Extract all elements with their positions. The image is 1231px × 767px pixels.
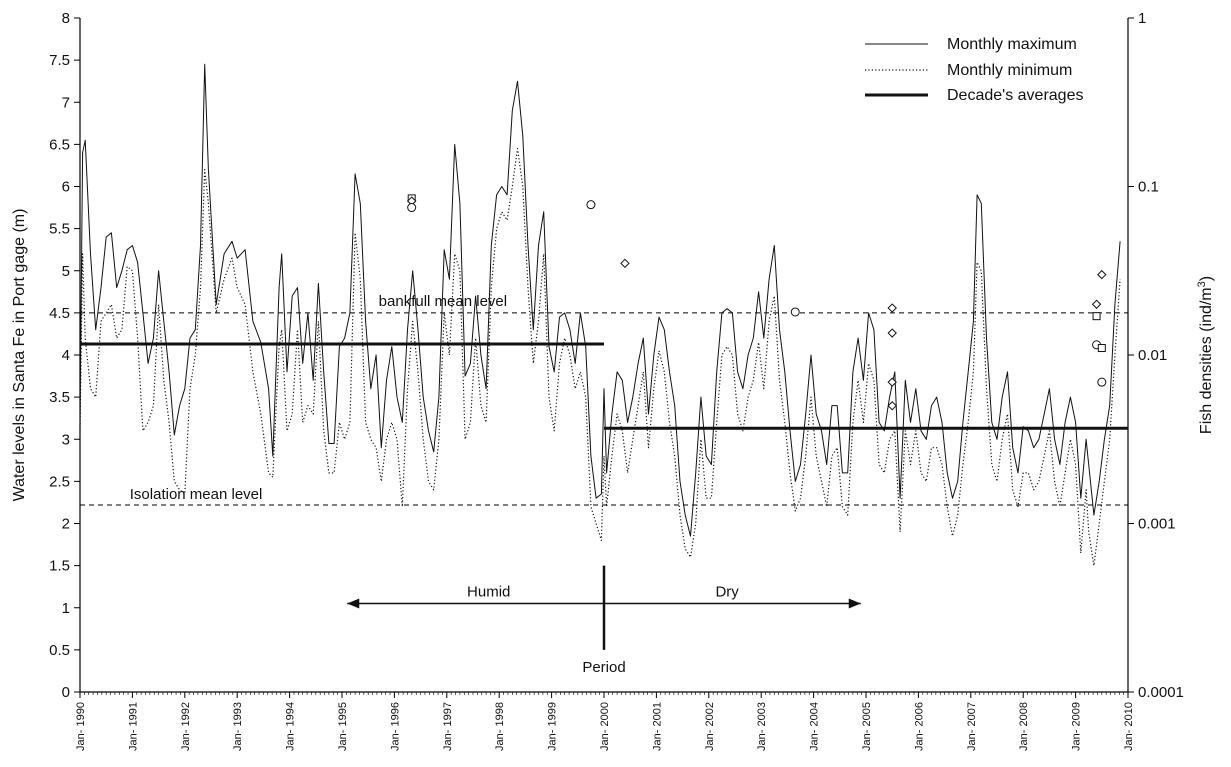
fish-density-diamond [1097,269,1107,280]
fish-density-diamond [620,258,630,269]
y-axis-right-title-end: ) [1198,276,1215,281]
fish-density-diamond [887,377,897,387]
y-left-tick-label: 2.5 [49,473,70,490]
y-axis-left-title: Water levels in Santa Fe in Port gage (m… [11,209,28,502]
x-tick-label: Jan- 2010 [1123,702,1135,751]
y-left-tick-label: 4.5 [49,305,70,322]
humid-label: Humid [467,584,510,601]
fish-density-diamond [1091,299,1102,309]
y-left-tick-label: 6 [62,179,70,196]
y-left-tick-label: 1 [62,600,70,617]
x-tick-label: Jan- 2001 [651,702,663,751]
y-right-tick-label: 0.01 [1138,347,1167,364]
series [79,63,1128,567]
x-tick-label: Jan- 1998 [494,702,506,751]
fish-density-square [1092,312,1101,321]
legend-label: Monthly maximum [947,36,1077,53]
y-right-tick-label: 0.001 [1138,516,1176,533]
period-annotation: Humid Dry Period [347,565,861,676]
x-tick-label: Jan- 1993 [232,702,244,751]
legend-label: Decade's averages [947,87,1083,104]
fish-density-circle [1097,377,1107,387]
y-left-tick-label: 2 [62,516,70,533]
axes: 0 0.5 1 1.5 2 2.5 3 3.5 4 4.5 5 5.5 6 6.5 7 7.5 8 0.0001 0… [49,10,1184,751]
y-left-tick-label: 5.5 [49,221,70,238]
x-tick-label: Jan- 2000 [599,702,611,751]
fish-density-diamond [887,303,897,313]
x-tick-label: Jan- 2005 [861,702,873,751]
legend-label: Monthly minimum [947,62,1072,79]
y-left-tick-label: 7 [62,94,70,111]
fish-density-diamond [887,401,897,411]
x-tick-label: Jan- 2006 [913,702,925,751]
y-axis-right-title-sup: 3 [1196,281,1208,287]
x-tick-label: Jan- 2008 [1018,702,1030,751]
y-axis-right-title: Fish densities (ind/m3) [1196,276,1215,434]
series-monthly-maximum [79,63,1121,537]
x-tick-label: Jan- 2003 [756,702,768,751]
x-tick-label: Jan- 1994 [285,702,297,751]
fish-density-diamond [887,328,897,338]
x-tick-label: Jan- 1999 [547,702,559,751]
y-left-tick-label: 3.5 [49,389,70,406]
x-tick-label: Jan- 2009 [1071,702,1083,751]
y-left-tick-label: 0 [62,684,70,701]
x-tick-label: Jan- 1996 [389,702,401,751]
x-tick-label: Jan- 1995 [337,702,349,751]
x-tick-label: Jan- 1997 [442,702,454,751]
x-tick-label: Jan- 2002 [704,702,716,751]
y-left-tick-label: 8 [62,10,70,27]
y-right-tick-label: 1 [1138,10,1146,27]
y-right-tick-label: 0.0001 [1138,684,1184,701]
humid-arrowhead [347,598,360,609]
y-left-tick-label: 3 [62,431,70,448]
y-right-tick-label: 0.1 [1138,179,1159,196]
dry-label: Dry [715,584,739,601]
x-tick-label: Jan- 2004 [809,702,821,751]
fish-density-square [1097,344,1106,353]
series-monthly-minimum [79,148,1121,567]
y-left-tick-label: 7.5 [49,52,70,69]
y-axis-right-title-main: Fish densities (ind/m [1198,287,1215,434]
fish-density-circle [790,307,800,317]
fish-density-circle [407,203,417,213]
y-left-tick-label: 6.5 [49,136,70,153]
isolation-level-label: Isolation mean level [130,486,263,503]
legend: Monthly maximum Monthly minimum Decade's a… [865,36,1083,104]
y-left-tick-label: 0.5 [49,642,70,659]
x-tick-label: Jan- 1991 [127,702,139,751]
y-left-tick-label: 1.5 [49,558,70,575]
x-tick-label: Jan- 1992 [180,702,192,751]
x-tick-label: Jan- 2007 [966,702,978,751]
fish-density-circle [586,200,596,210]
fish-density-markers [406,194,1107,411]
period-label: Period [582,659,625,676]
dry-arrowhead [848,598,861,609]
y-left-tick-label: 5 [62,263,70,280]
x-tick-label: Jan- 1990 [75,702,87,751]
y-left-tick-label: 4 [62,347,70,364]
